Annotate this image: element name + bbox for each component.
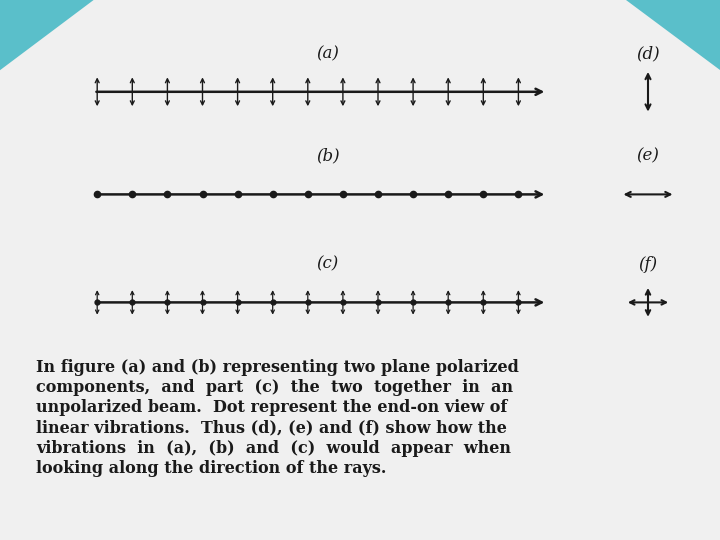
Text: (b): (b) [316,148,339,165]
Text: unpolarized beam.  Dot represent the end-on view of: unpolarized beam. Dot represent the end-… [36,400,508,416]
Text: (e): (e) [636,148,660,165]
Text: (a): (a) [316,45,339,62]
Polygon shape [626,0,720,70]
Text: (d): (d) [636,45,660,62]
Text: vibrations  in  (a),  (b)  and  (c)  would  appear  when: vibrations in (a), (b) and (c) would app… [36,440,511,457]
Text: components,  and  part  (c)  the  two  together  in  an: components, and part (c) the two togethe… [36,379,513,396]
Text: looking along the direction of the rays.: looking along the direction of the rays. [36,460,387,477]
Text: linear vibrations.  Thus (d), (e) and (f) show how the: linear vibrations. Thus (d), (e) and (f)… [36,420,507,436]
Text: (f): (f) [639,256,657,273]
Polygon shape [0,0,94,70]
Text: (c): (c) [317,256,338,273]
Text: In figure (a) and (b) representing two plane polarized: In figure (a) and (b) representing two p… [36,359,519,376]
